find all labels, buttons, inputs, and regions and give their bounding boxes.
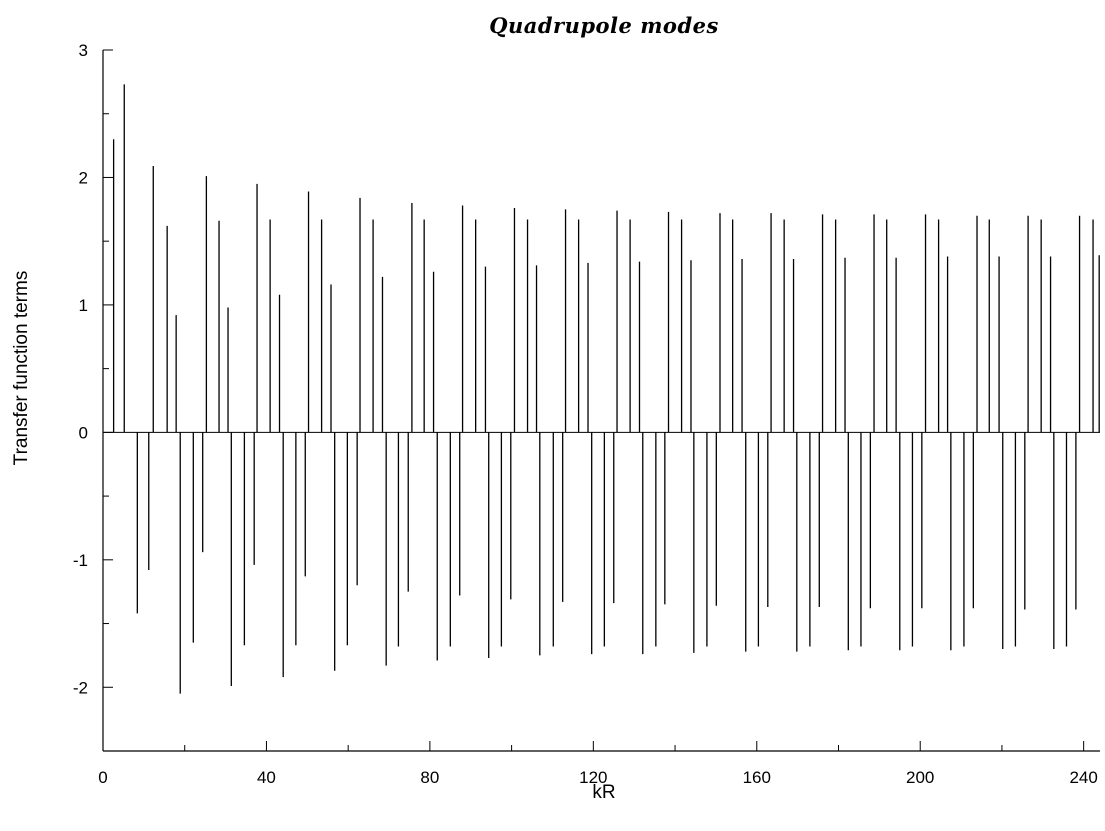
x-tick-label: 240 bbox=[1069, 768, 1097, 787]
y-tick-label: -1 bbox=[73, 551, 88, 570]
y-tick-label: 3 bbox=[79, 41, 88, 60]
y-tick-label: -2 bbox=[73, 678, 88, 697]
plot-axes bbox=[102, 50, 1100, 752]
x-tick-label: 200 bbox=[906, 768, 934, 787]
y-tick-label: 1 bbox=[79, 296, 88, 315]
axis-ticks: -2 -1 0 1 2 3 0 40 80 120 160 200 240 bbox=[73, 41, 1098, 787]
y-axis-title: Transfer function terms bbox=[11, 271, 32, 466]
x-tick-label: 120 bbox=[579, 768, 607, 787]
x-tick-label: 40 bbox=[257, 768, 276, 787]
x-axis-title: kR bbox=[592, 782, 615, 803]
stem-series bbox=[112, 84, 1100, 694]
y-tick-label: 0 bbox=[79, 423, 88, 442]
x-tick-label: 160 bbox=[743, 768, 771, 787]
x-tick-label: 80 bbox=[420, 768, 439, 787]
y-tick-label: 2 bbox=[79, 168, 88, 187]
x-tick-label: 0 bbox=[98, 768, 107, 787]
chart-title: Quadrupole modes bbox=[489, 13, 719, 38]
